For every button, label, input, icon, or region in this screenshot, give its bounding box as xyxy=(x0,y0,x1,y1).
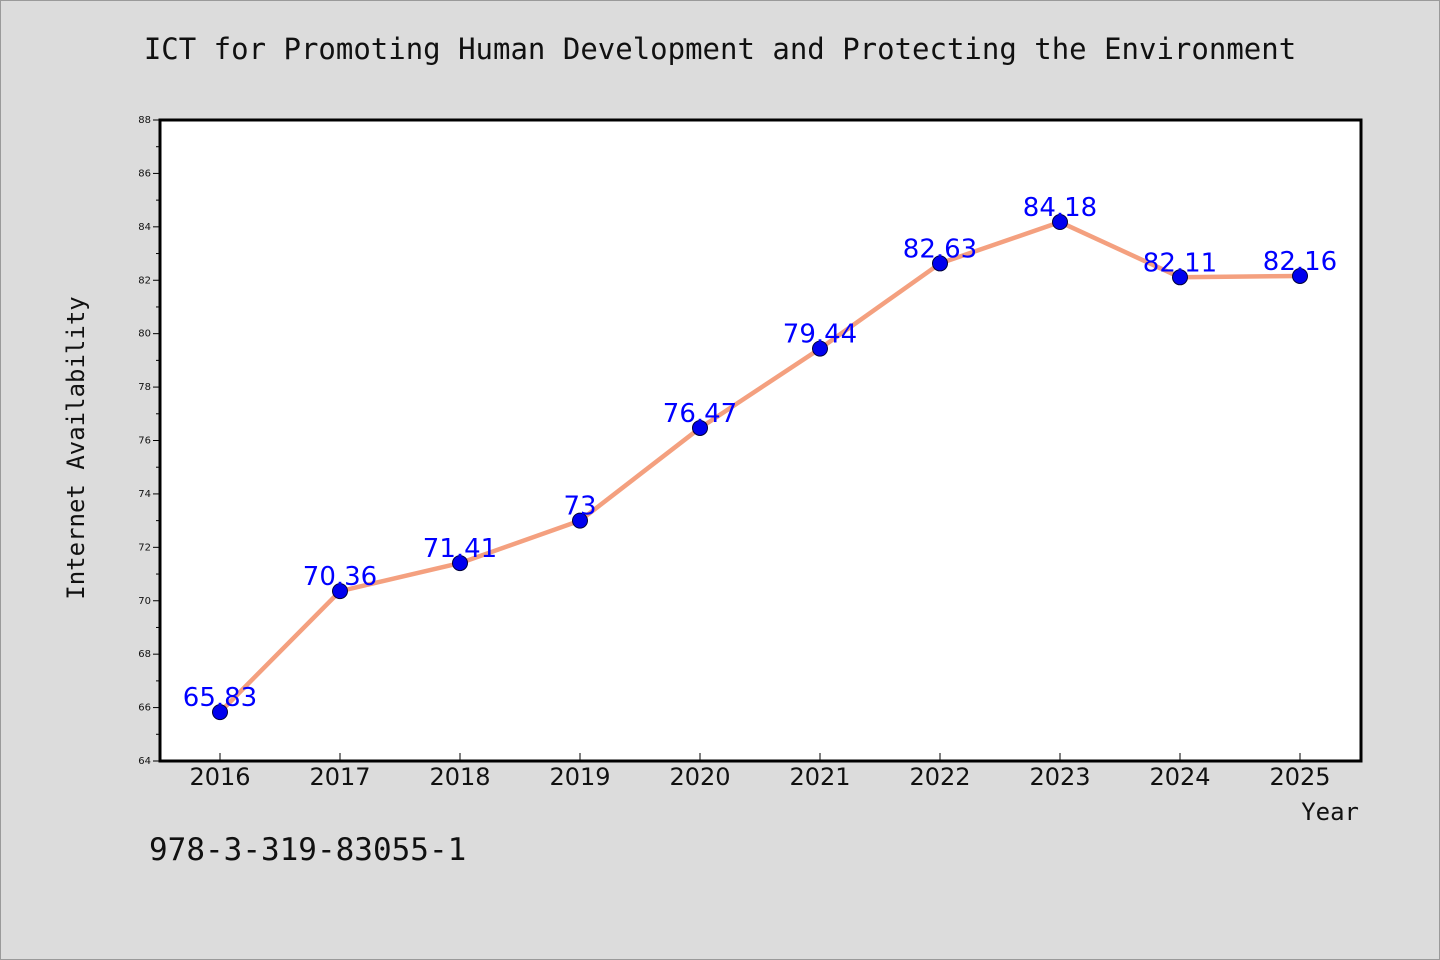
y-tick-label: 82 xyxy=(138,275,151,286)
data-point xyxy=(1172,269,1188,286)
data-point xyxy=(452,555,468,572)
x-tick-label: 2023 xyxy=(1029,763,1090,791)
y-axis: 64 66 68 70 72 74 76 78 80 82 84 86 88 xyxy=(138,115,160,767)
y-tick-label: 68 xyxy=(138,649,151,660)
data-point xyxy=(1292,267,1308,284)
data-label: 82.11 xyxy=(1143,248,1217,278)
data-label: 73 xyxy=(563,492,596,522)
footer-code: 978-3-319-83055-1 xyxy=(149,832,467,868)
points-group xyxy=(212,214,1308,721)
data-label: 70.36 xyxy=(303,562,377,592)
data-point xyxy=(1052,214,1068,231)
y-tick-label: 88 xyxy=(138,115,151,126)
x-tick-label: 2025 xyxy=(1269,763,1330,791)
data-label: 84.18 xyxy=(1023,193,1097,223)
plot-border xyxy=(158,118,1363,763)
y-tick-label: 64 xyxy=(138,756,151,767)
y-tick-label: 84 xyxy=(138,222,151,233)
data-point xyxy=(812,340,828,357)
y-tick-label: 76 xyxy=(138,436,151,447)
chart-title: ICT for Promoting Human Development and … xyxy=(143,32,1297,66)
data-label: 71.41 xyxy=(423,534,497,564)
x-axis: 2016 2017 2018 2019 2020 2021 2022 2023 2024 2025 xyxy=(189,753,1331,791)
plot-area xyxy=(160,120,1361,761)
data-label: 76.47 xyxy=(663,399,737,429)
data-label: 82.63 xyxy=(903,234,977,264)
data-label: 79.44 xyxy=(783,320,857,350)
data-label: 82.16 xyxy=(1263,247,1337,277)
data-point xyxy=(572,512,588,529)
y-tick-label: 66 xyxy=(138,703,151,714)
x-axis-label: Year xyxy=(1301,798,1359,826)
y-axis-label: Internet Availability xyxy=(62,296,90,599)
data-labels-group: 65.83 70.36 71.41 73 76.47 79.44 82.63 84.18 82.… xyxy=(183,193,1337,713)
data-label: 65.83 xyxy=(183,683,257,713)
y-tick-label: 78 xyxy=(138,382,151,393)
data-point xyxy=(212,704,228,721)
y-tick-label: 86 xyxy=(138,168,151,179)
series-line-group xyxy=(217,219,1303,715)
x-tick-label: 2018 xyxy=(429,763,490,791)
x-tick-label: 2020 xyxy=(669,763,730,791)
x-tick-label: 2021 xyxy=(789,763,850,791)
x-tick-label: 2019 xyxy=(549,763,610,791)
x-tick-label: 2016 xyxy=(189,763,250,791)
x-tick-label: 2017 xyxy=(309,763,370,791)
y-tick-label: 72 xyxy=(138,542,151,553)
y-tick-label: 74 xyxy=(138,489,151,500)
x-tick-label: 2022 xyxy=(909,763,970,791)
data-point xyxy=(692,419,708,436)
x-tick-label: 2024 xyxy=(1149,763,1210,791)
y-tick-label: 80 xyxy=(138,329,151,340)
data-point xyxy=(332,583,348,600)
series-line xyxy=(217,219,1303,715)
data-point xyxy=(932,255,948,272)
y-tick-label: 70 xyxy=(138,596,151,607)
